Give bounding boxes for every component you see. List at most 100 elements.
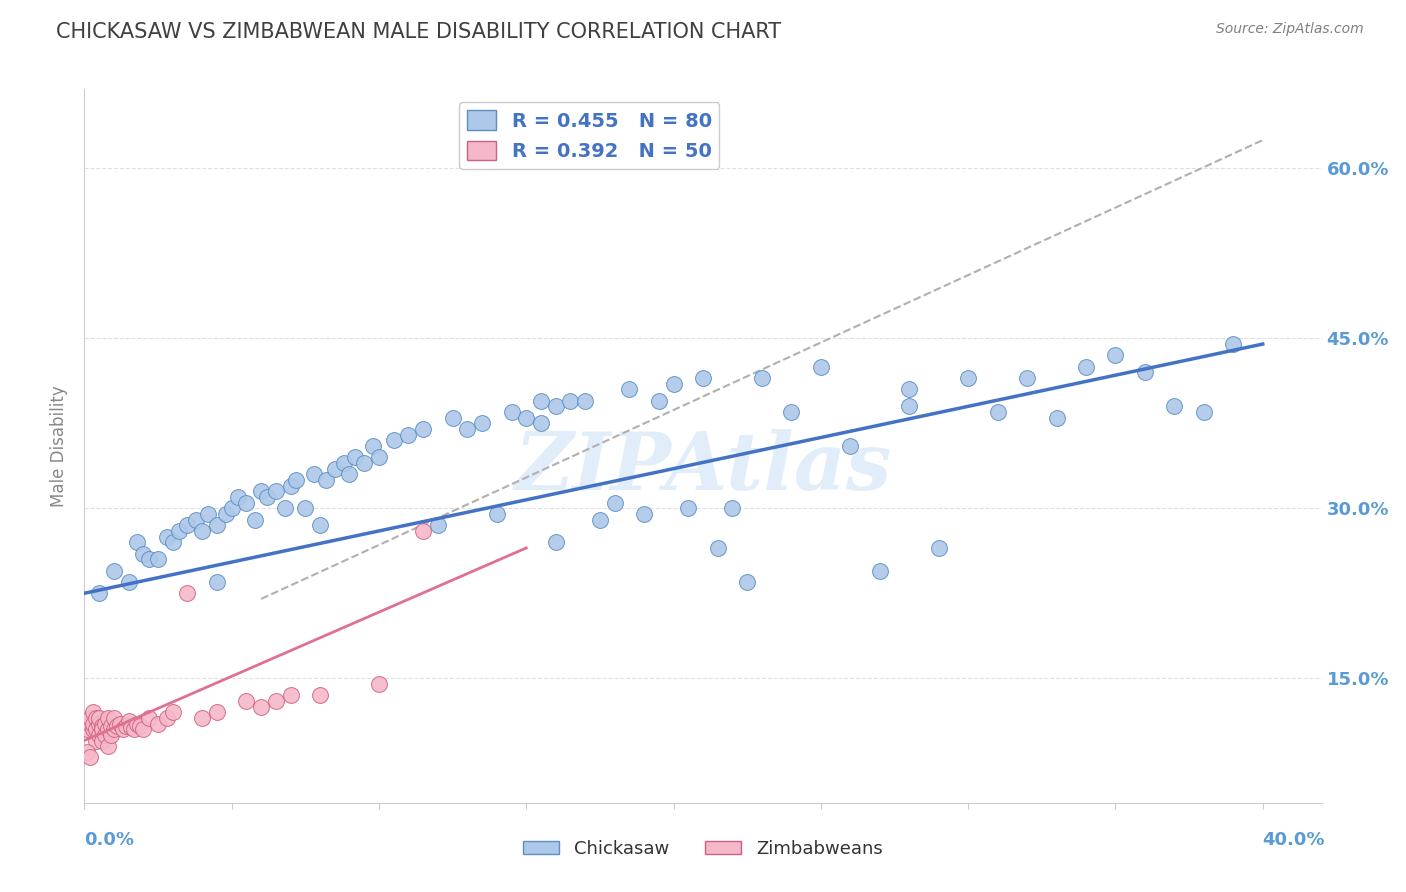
Point (132, 722, 155, 736)
Point (574, 393, 596, 408)
Point (176, 518, 198, 533)
Point (82, 705, 104, 719)
Point (84, 711, 107, 725)
Point (485, 507, 508, 521)
Point (82, 722, 104, 736)
Point (117, 574, 139, 589)
Point (91, 722, 114, 736)
Point (515, 410, 537, 425)
Point (560, 393, 582, 408)
Point (191, 524, 214, 538)
Point (186, 513, 208, 527)
Point (205, 518, 228, 533)
Point (103, 711, 125, 725)
Point (839, 439, 862, 453)
Point (1222, 337, 1244, 351)
Point (264, 694, 287, 708)
Point (91, 719, 114, 733)
Point (111, 722, 134, 736)
Point (84, 733, 107, 747)
Point (87, 728, 110, 742)
Point (205, 705, 228, 719)
Point (79, 711, 101, 725)
Point (987, 405, 1010, 419)
Point (79, 716, 101, 731)
Point (544, 535, 567, 549)
Point (156, 711, 179, 725)
Point (426, 518, 449, 533)
Point (162, 535, 184, 549)
Point (156, 530, 179, 544)
Point (589, 513, 612, 527)
Point (544, 400, 567, 414)
Point (256, 490, 278, 504)
Point (146, 552, 169, 566)
Y-axis label: Male Disability: Male Disability (51, 385, 69, 507)
Point (285, 473, 308, 487)
Legend: Chickasaw, Zimbabweans: Chickasaw, Zimbabweans (516, 833, 890, 865)
Point (87, 586, 110, 600)
Point (441, 410, 464, 425)
Point (735, 574, 758, 589)
Point (124, 722, 146, 736)
Point (869, 564, 891, 578)
Text: 40.0%: 40.0% (1263, 831, 1324, 849)
Point (530, 417, 553, 431)
Point (127, 535, 149, 549)
Point (382, 434, 405, 448)
Point (530, 393, 553, 408)
Point (162, 705, 184, 719)
Point (91, 733, 114, 747)
Point (1074, 359, 1097, 374)
Text: CHICKASAW VS ZIMBABWEAN MALE DISABILITY CORRELATION CHART: CHICKASAW VS ZIMBABWEAN MALE DISABILITY … (56, 22, 782, 42)
Point (1192, 405, 1215, 419)
Point (129, 719, 152, 733)
Point (344, 450, 367, 465)
Point (361, 439, 384, 453)
Point (117, 714, 139, 729)
Point (898, 400, 921, 414)
Text: 0.0%: 0.0% (84, 831, 135, 849)
Text: ZIPAtlas: ZIPAtlas (515, 429, 891, 506)
Point (146, 716, 169, 731)
Point (619, 383, 641, 397)
Point (471, 417, 494, 431)
Point (97, 722, 120, 736)
Point (250, 699, 273, 714)
Point (309, 518, 332, 533)
Point (138, 711, 160, 725)
Point (678, 501, 700, 516)
Text: Source: ZipAtlas.com: Source: ZipAtlas.com (1216, 22, 1364, 37)
Point (501, 405, 523, 419)
Point (294, 501, 316, 516)
Point (103, 564, 125, 578)
Point (353, 456, 375, 470)
Point (1015, 371, 1038, 385)
Point (412, 422, 434, 436)
Point (82, 716, 104, 731)
Point (1045, 410, 1067, 425)
Point (250, 484, 273, 499)
Point (1163, 400, 1185, 414)
Point (221, 501, 243, 516)
Point (898, 383, 921, 397)
Point (94, 728, 117, 742)
Point (205, 574, 228, 589)
Point (721, 501, 744, 516)
Point (100, 719, 122, 733)
Point (456, 422, 478, 436)
Point (412, 524, 434, 538)
Point (957, 371, 980, 385)
Point (114, 719, 136, 733)
Point (103, 722, 125, 736)
Point (648, 393, 671, 408)
Point (1104, 348, 1126, 362)
Point (167, 524, 190, 538)
Point (928, 541, 950, 555)
Point (633, 507, 655, 521)
Point (780, 405, 803, 419)
Point (100, 728, 122, 742)
Point (197, 507, 219, 521)
Point (226, 490, 249, 504)
Point (323, 461, 346, 475)
